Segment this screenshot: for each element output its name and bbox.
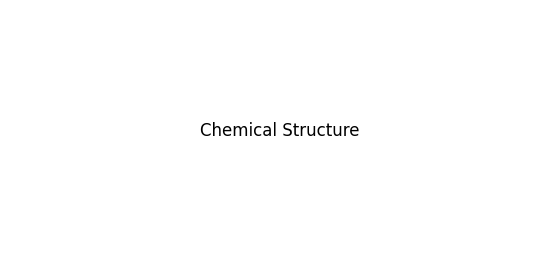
Text: Chemical Structure: Chemical Structure <box>200 122 360 140</box>
